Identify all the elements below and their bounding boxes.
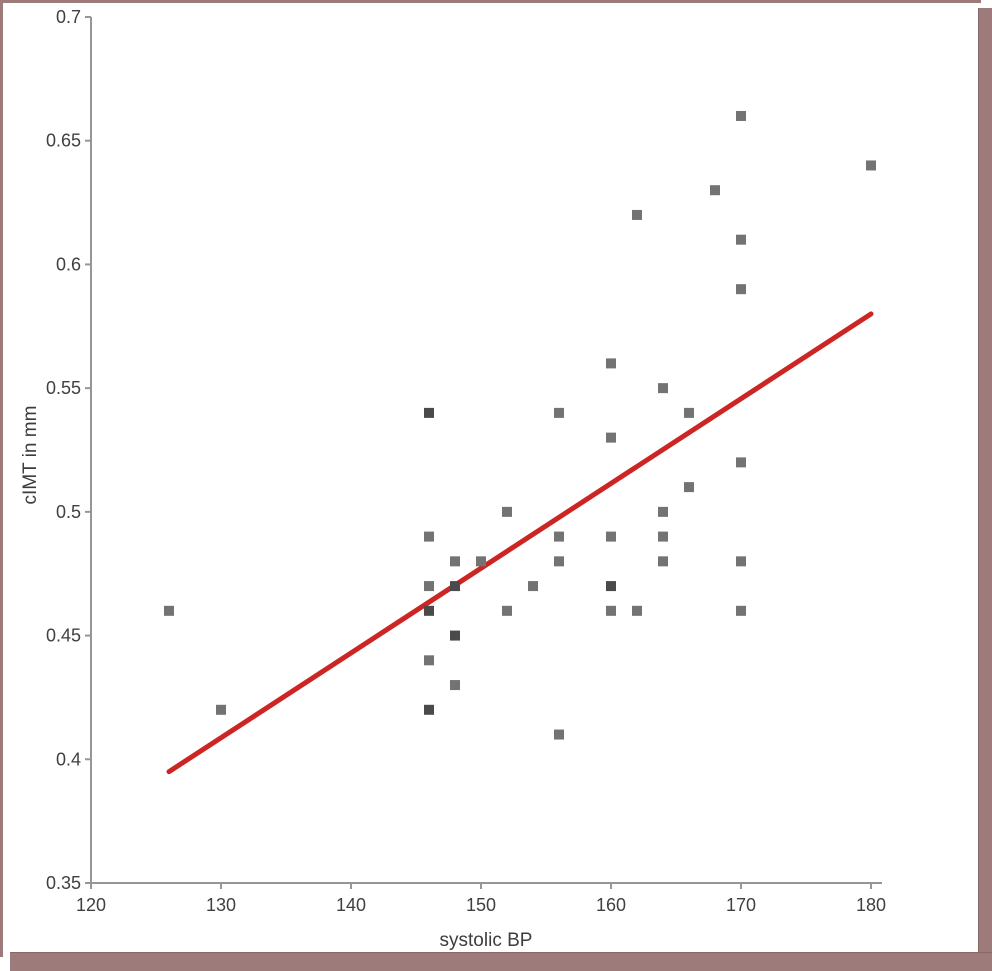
y-tick-label: 0.65: [46, 131, 81, 151]
axis-tick-labels: 120 130 140 150 160 170 180 0.35 0.4 0.45 0.5 0.55 0…: [46, 7, 886, 915]
y-tick-label: 0.7: [56, 7, 81, 27]
data-point: [216, 704, 226, 715]
data-point: [658, 506, 668, 517]
data-point: [606, 605, 616, 616]
data-point: [450, 680, 460, 691]
y-tick-label: 0.4: [56, 749, 81, 769]
data-point: [606, 581, 616, 592]
y-tick-label: 0.5: [56, 502, 81, 522]
x-axis-title: systolic BP: [440, 930, 533, 951]
frame-border-top: [0, 0, 981, 3]
frame-shadow-right: [978, 8, 992, 971]
data-point: [450, 581, 460, 592]
trendline: [166, 311, 874, 775]
data-point: [554, 531, 564, 542]
data-point: [424, 581, 434, 592]
x-tick-label: 180: [856, 895, 886, 915]
y-axis-title: cIMT in mm: [20, 406, 41, 505]
data-point: [502, 605, 512, 616]
frame-shadow-bottom: [10, 952, 992, 971]
data-point: [632, 605, 642, 616]
data-point: [424, 531, 434, 542]
data-point: [658, 531, 668, 542]
y-tick-label: 0.35: [46, 873, 81, 893]
data-point: [606, 432, 616, 443]
trend-line: [166, 311, 874, 775]
x-tick-label: 170: [726, 895, 756, 915]
data-point: [684, 482, 694, 493]
data-point: [554, 729, 564, 740]
data-point: [736, 556, 746, 567]
frame-border-left: [0, 0, 3, 957]
data-point: [164, 605, 174, 616]
data-point: [710, 185, 720, 196]
data-point: [424, 407, 434, 418]
data-point: [424, 605, 434, 616]
x-tick-label: 140: [336, 895, 366, 915]
data-point: [632, 209, 642, 220]
axis-ticks: [85, 16, 872, 889]
data-point: [684, 407, 694, 418]
data-point: [736, 234, 746, 245]
x-tick-label: 150: [466, 895, 496, 915]
y-tick-label: 0.6: [56, 254, 81, 274]
axes: [90, 17, 882, 884]
data-point: [424, 655, 434, 666]
data-point: [450, 556, 460, 567]
y-tick-label: 0.55: [46, 378, 81, 398]
data-point: [502, 506, 512, 517]
data-point: [476, 556, 486, 567]
data-point: [866, 160, 876, 171]
data-point: [658, 556, 668, 567]
data-point: [736, 110, 746, 121]
x-tick-label: 160: [596, 895, 626, 915]
x-tick-label: 120: [76, 895, 106, 915]
data-point: [736, 457, 746, 468]
data-point: [606, 358, 616, 369]
data-point: [658, 383, 668, 394]
data-point: [528, 581, 538, 592]
y-tick-label: 0.45: [46, 626, 81, 646]
data-point: [606, 531, 616, 542]
data-point: [736, 605, 746, 616]
data-point: [554, 407, 564, 418]
data-point: [450, 630, 460, 641]
data-point: [736, 284, 746, 295]
data-point: [424, 704, 434, 715]
data-point: [554, 556, 564, 567]
data-points: [164, 110, 876, 740]
x-tick-label: 130: [206, 895, 236, 915]
